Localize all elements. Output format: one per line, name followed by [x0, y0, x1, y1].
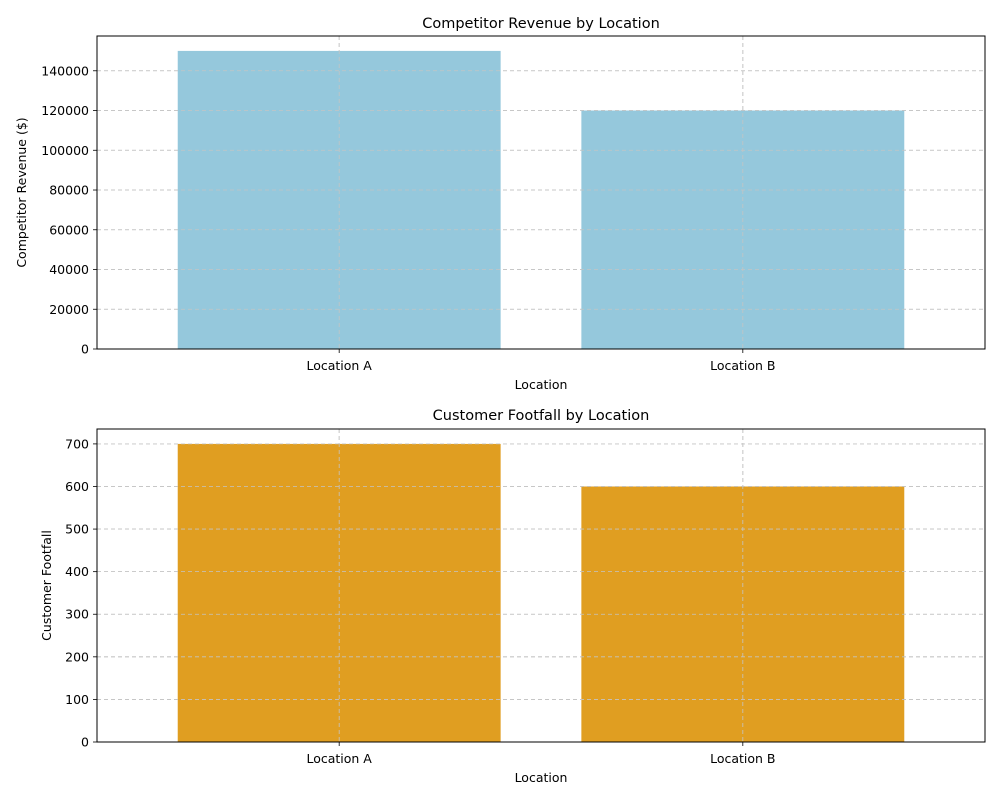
y-tick-label: 400	[65, 564, 89, 579]
y-tick-label: 40000	[49, 262, 89, 277]
x-tick-label: Location A	[306, 358, 372, 373]
y-tick-label: 600	[65, 479, 89, 494]
footfall-chart: 0 100 200 300 400 500 600 700 Location A Location…	[39, 408, 986, 785]
revenue-chart: 0 20000 40000 60000 80000 100000 120000 140000 L…	[14, 16, 986, 392]
x-tick-label: Location A	[306, 751, 372, 766]
chart-title: Competitor Revenue by Location	[422, 16, 660, 32]
plot-frame	[96, 428, 986, 743]
chart-title: Customer Footfall by Location	[433, 408, 650, 424]
x-tick-label: Location B	[710, 358, 775, 373]
y-tick-label: 300	[65, 607, 89, 622]
plot-frame	[96, 35, 986, 350]
y-tick-label: 140000	[41, 63, 89, 78]
y-tick-label: 200	[65, 649, 89, 664]
y-tick-label: 100000	[41, 143, 89, 158]
bars	[177, 50, 905, 350]
x-tick-label: Location B	[710, 751, 775, 766]
y-tick-label: 60000	[49, 222, 89, 237]
y-tick-label: 120000	[41, 103, 89, 118]
y-tick-label: 0	[81, 342, 89, 357]
y-tick-label: 100	[65, 692, 89, 707]
grid-overlay	[97, 36, 985, 349]
x-axis-label: Location	[515, 770, 568, 785]
y-axis-label: Competitor Revenue ($)	[14, 117, 29, 267]
y-tick-label: 20000	[49, 302, 89, 317]
y-axis-label: Customer Footfall	[39, 530, 54, 641]
grid-overlay	[97, 429, 985, 742]
y-tick-label: 700	[65, 436, 89, 451]
x-axis-label: Location	[515, 377, 568, 392]
y-tick-label: 500	[65, 522, 89, 537]
bars	[177, 443, 905, 742]
y-tick-label: 80000	[49, 183, 89, 198]
y-tick-label: 0	[81, 735, 89, 750]
